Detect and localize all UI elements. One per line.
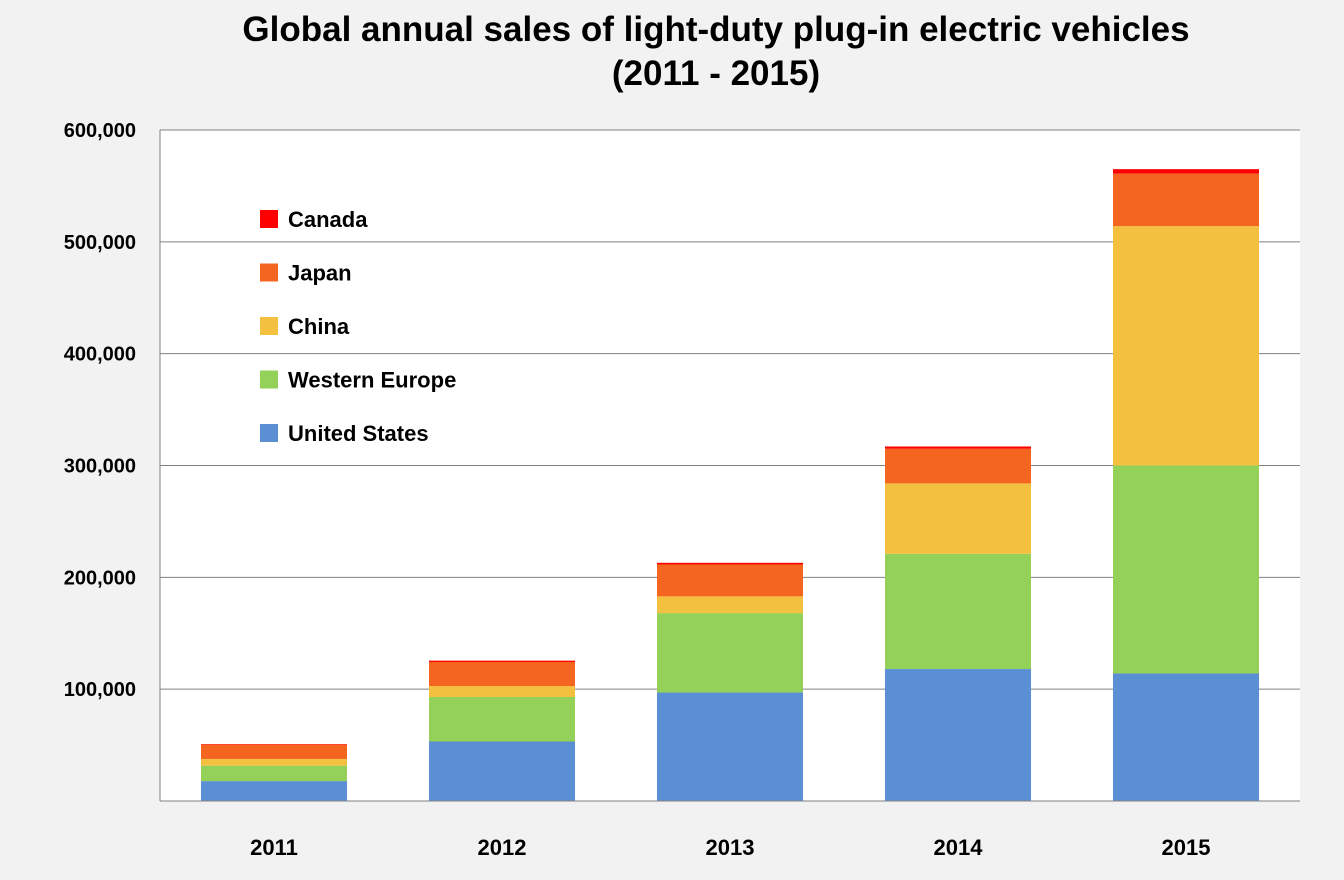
bar-united-states-2015: [1113, 673, 1259, 801]
bar-western-europe-2015: [1113, 465, 1259, 674]
y-tick-label: 300,000: [64, 456, 136, 478]
bar-japan-2013: [657, 564, 803, 597]
legend-label-united-states: United States: [288, 421, 429, 446]
y-tick-label: 600,000: [64, 120, 136, 142]
bar-united-states-2013: [657, 692, 803, 801]
chart-title-line1: Global annual sales of light-duty plug-i…: [242, 10, 1190, 49]
y-tick-label: 100,000: [64, 679, 136, 701]
x-tick-label-2015: 2015: [1162, 835, 1211, 860]
bar-japan-2011: [201, 744, 347, 759]
bar-canada-2011: [201, 744, 347, 745]
bar-canada-2015: [1113, 169, 1259, 174]
bar-china-2014: [885, 483, 1031, 554]
y-tick-label: 200,000: [64, 567, 136, 589]
bar-canada-2012: [429, 660, 575, 662]
x-tick-label-2014: 2014: [934, 835, 984, 860]
x-tick-labels: 2011 2012 2013 2014 2015: [250, 835, 1210, 860]
bar-canada-2013: [657, 562, 803, 565]
y-tick-labels: 100,000 200,000 300,000 400,000 500,000 600,0…: [64, 120, 136, 701]
bar-china-2015: [1113, 226, 1259, 466]
chart-title: Global annual sales of light-duty plug-i…: [0, 8, 1344, 96]
bar-china-2012: [429, 686, 575, 697]
bar-japan-2014: [885, 448, 1031, 484]
y-tick-label: 400,000: [64, 344, 136, 366]
x-tick-label-2013: 2013: [706, 835, 755, 860]
legend-swatch-japan: [260, 263, 278, 282]
x-tick-label-2011: 2011: [250, 835, 298, 860]
legend-label-china: China: [288, 314, 350, 339]
legend-swatch-united-states: [260, 424, 278, 442]
gridlines: [160, 129, 1300, 690]
bar-china-2013: [657, 596, 803, 614]
bars: [201, 169, 1259, 801]
chart-title-line2: (2011 - 2015): [611, 54, 821, 93]
bar-western-europe-2014: [885, 553, 1031, 670]
legend-label-canada: Canada: [288, 207, 368, 232]
bar-united-states-2011: [201, 781, 347, 801]
legend-swatch-canada: [260, 210, 278, 228]
bar-japan-2012: [429, 661, 575, 687]
bar-canada-2014: [885, 446, 1031, 449]
bar-western-europe-2012: [429, 696, 575, 742]
x-tick-label-2012: 2012: [478, 835, 527, 860]
legend-label-western-europe: Western Europe: [288, 368, 456, 393]
bar-western-europe-2013: [657, 613, 803, 693]
bar-united-states-2014: [885, 669, 1031, 801]
axes: [159, 130, 1300, 802]
y-tick-label: 500,000: [64, 232, 136, 254]
legend-swatch-western-europe: [260, 370, 278, 389]
bar-western-europe-2011: [201, 765, 347, 782]
legend-label-japan: Japan: [288, 261, 352, 286]
legend: Canada Japan China Western Europe United Sta…: [260, 207, 456, 446]
bar-japan-2015: [1113, 173, 1259, 227]
bar-united-states-2012: [429, 741, 575, 801]
legend-swatch-china: [260, 317, 278, 335]
bar-china-2011: [201, 758, 347, 766]
